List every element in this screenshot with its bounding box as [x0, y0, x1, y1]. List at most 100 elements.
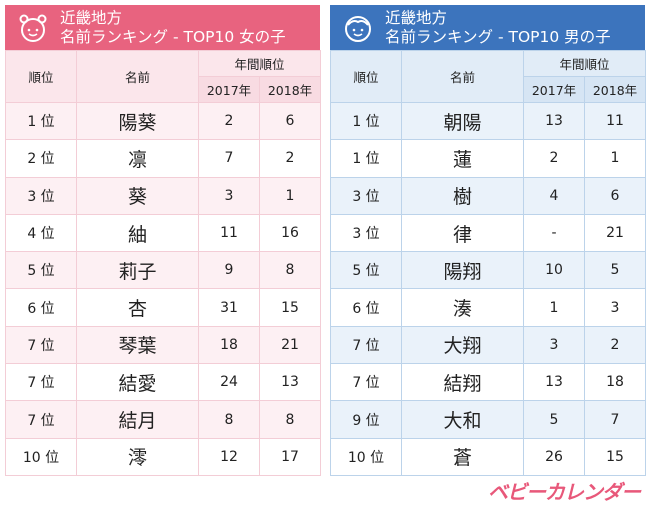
rank-cell: 1 位 — [330, 139, 402, 178]
rank-2018-cell: 21 — [583, 213, 647, 253]
table-row: 7 位大翔 3 2 — [330, 325, 647, 365]
rank-cell: 2 位 — [5, 139, 77, 178]
rank-cell: 6 位 — [330, 288, 402, 327]
rank-2017-cell: 2 — [523, 139, 585, 178]
rank-cell: 1 位 — [330, 101, 402, 141]
rank-2017-cell: 7 — [198, 139, 260, 178]
rank-cell: 3 位 — [330, 213, 402, 253]
rank-2018-cell: 2 — [583, 325, 647, 365]
table-row: 9 位大和 5 7 — [330, 400, 647, 439]
name-cell: 湊 — [401, 288, 524, 327]
table-row: 5 位莉子 9 8 — [5, 251, 322, 290]
rank-2018-cell: 6 — [583, 176, 647, 215]
name-cell: 大翔 — [401, 325, 524, 365]
annual-rank-header: 年間順位 — [197, 50, 322, 77]
rank-2018-cell: 6 — [258, 101, 322, 141]
rank-2018-cell: 7 — [583, 400, 647, 439]
rank-cell: 4 位 — [5, 213, 77, 253]
rank-2017-cell: 9 — [198, 251, 260, 290]
rank-cell: 10 位 — [330, 437, 402, 476]
name-cell: 凛 — [76, 139, 199, 178]
rank-2018-cell: 16 — [258, 213, 322, 253]
rank-2017-cell: 11 — [198, 213, 260, 253]
name-cell: 朝陽 — [401, 101, 524, 141]
rank-2017-cell: 4 — [523, 176, 585, 215]
rank-cell: 3 位 — [5, 176, 77, 215]
rank-cell: 5 位 — [5, 251, 77, 290]
name-cell: 葵 — [76, 176, 199, 215]
name-cell: 大和 — [401, 400, 524, 439]
rank-2018-cell: 8 — [258, 400, 322, 439]
region-title: 近畿地方 — [385, 8, 448, 27]
year-2018-header: 2018年 — [258, 76, 322, 103]
name-header: 名前 — [401, 50, 524, 103]
rank-header: 順位 — [5, 50, 77, 103]
rank-2017-cell: 13 — [523, 363, 585, 402]
rank-cell: 3 位 — [330, 176, 402, 215]
name-cell: 蒼 — [401, 437, 524, 476]
name-header: 名前 — [76, 50, 199, 103]
rank-2018-cell: 21 — [258, 325, 322, 365]
rank-2018-cell: 18 — [583, 363, 647, 402]
rank-2018-cell: 1 — [583, 139, 647, 178]
name-cell: 結翔 — [401, 363, 524, 402]
rank-cell: 7 位 — [5, 400, 77, 439]
table-row: 7 位結月 8 8 — [5, 400, 322, 439]
rank-cell: 7 位 — [330, 325, 402, 365]
rank-2017-cell: 8 — [198, 400, 260, 439]
name-cell: 澪 — [76, 437, 199, 476]
rank-2017-cell: 2 — [198, 101, 260, 141]
rank-2018-cell: 15 — [583, 437, 647, 476]
rank-2018-cell: 13 — [258, 363, 322, 402]
table-row: 7 位結翔 13 18 — [330, 363, 647, 402]
name-cell: 琴葉 — [76, 325, 199, 365]
table-row: 7 位琴葉 18 21 — [5, 325, 322, 365]
name-cell: 紬 — [76, 213, 199, 253]
rank-2018-cell: 8 — [258, 251, 322, 290]
table-row: 7 位結愛 24 13 — [5, 363, 322, 402]
name-cell: 結愛 — [76, 363, 199, 402]
year-2017-header: 2017年 — [523, 76, 585, 103]
name-cell: 樹 — [401, 176, 524, 215]
rank-cell: 6 位 — [5, 288, 77, 327]
rank-2018-cell: 2 — [258, 139, 322, 178]
rank-header: 順位 — [330, 50, 402, 103]
rank-2017-cell: 10 — [523, 251, 585, 290]
table-row: 1 位朝陽 13 11 — [330, 101, 647, 141]
rank-2017-cell: 31 — [198, 288, 260, 327]
rank-2017-cell: 26 — [523, 437, 585, 476]
rank-2017-cell: 13 — [523, 101, 585, 141]
rank-cell: 5 位 — [330, 251, 402, 290]
rank-cell: 9 位 — [330, 400, 402, 439]
rank-cell: 7 位 — [5, 325, 77, 365]
girls-header: 近畿地方 名前ランキング - TOP10 女の子 — [5, 5, 320, 50]
table-row: 1 位陽葵 2 6 — [5, 101, 322, 141]
girls-ranking-panel: 近畿地方 名前ランキング - TOP10 女の子 順位 名前 年間順位 2017年 20… — [5, 5, 322, 476]
rank-2018-cell: 3 — [583, 288, 647, 327]
rank-2017-cell: 24 — [198, 363, 260, 402]
rank-cell: 7 位 — [5, 363, 77, 402]
table-row: 4 位紬 11 16 — [5, 213, 322, 253]
name-cell: 結月 — [76, 400, 199, 439]
rank-2017-cell: 12 — [198, 437, 260, 476]
rank-2017-cell: 1 — [523, 288, 585, 327]
table-row: 5 位陽翔 10 5 — [330, 251, 647, 290]
girl-face-icon — [19, 14, 47, 42]
rank-2018-cell: 1 — [258, 176, 322, 215]
rank-2017-cell: 3 — [523, 325, 585, 365]
annual-rank-header: 年間順位 — [522, 50, 647, 77]
boys-ranking-panel: 近畿地方 名前ランキング - TOP10 男の子 順位 名前 年間順位 2017年 20… — [330, 5, 647, 476]
boy-face-icon — [345, 15, 371, 42]
name-cell: 杏 — [76, 288, 199, 327]
rank-2017-cell: 5 — [523, 400, 585, 439]
name-cell: 陽葵 — [76, 101, 199, 141]
rank-2017-cell: - — [523, 213, 585, 253]
baby-calendar-logo: ベビーカレンダー — [488, 480, 641, 504]
rank-2018-cell: 11 — [583, 101, 647, 141]
